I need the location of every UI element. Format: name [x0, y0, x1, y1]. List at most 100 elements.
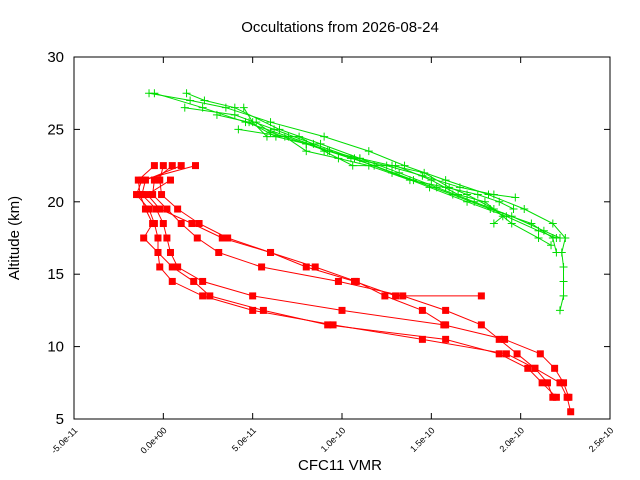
data-point: [463, 197, 472, 206]
data-point: [418, 306, 426, 314]
x-tick-label: 2.0e-10: [497, 425, 526, 454]
data-point: [302, 139, 311, 148]
data-point: [230, 103, 239, 112]
data-point: [381, 292, 389, 300]
data-point: [174, 263, 182, 271]
series-13: [234, 125, 518, 214]
data-point: [520, 205, 529, 214]
data-point: [186, 96, 195, 105]
data-point: [140, 234, 148, 242]
series-12: [239, 103, 507, 228]
data-point: [266, 128, 275, 137]
data-point: [511, 193, 520, 202]
y-axis-label: Altitude (km): [6, 196, 23, 280]
data-point: [138, 176, 146, 184]
data-point: [551, 364, 559, 372]
data-point: [141, 176, 149, 184]
data-point: [489, 190, 498, 199]
data-point: [154, 234, 162, 242]
y-tick-label: 25: [47, 121, 64, 138]
data-point: [199, 292, 207, 300]
data-point: [346, 154, 355, 163]
data-point: [364, 147, 373, 156]
data-point: [513, 350, 521, 358]
data-point: [156, 205, 164, 213]
data-point: [555, 306, 564, 315]
data-point: [311, 263, 319, 271]
data-point: [552, 393, 560, 401]
data-point: [559, 262, 568, 271]
x-axis: -5.0e-11 0.0e+00 5.0e-11 1.0e-10 1.5e-10 2.0e…: [49, 57, 615, 456]
data-point: [567, 408, 575, 416]
data-point: [534, 234, 543, 242]
data-point: [320, 147, 329, 156]
x-axis-label: CFC11 VMR: [298, 457, 382, 474]
data-point: [134, 176, 142, 184]
data-point: [473, 190, 482, 199]
data-point: [547, 241, 556, 250]
data-point: [206, 292, 214, 300]
data-point: [249, 292, 257, 300]
data-point: [348, 161, 357, 170]
data-point: [418, 335, 426, 343]
data-point: [150, 162, 158, 170]
y-tick-label: 15: [47, 266, 64, 283]
data-point: [168, 277, 176, 285]
data-point: [454, 190, 463, 199]
data-point: [230, 110, 239, 119]
data-point: [477, 321, 485, 329]
data-point: [152, 205, 160, 213]
data-point: [480, 197, 489, 206]
data-point: [560, 379, 568, 387]
data-point: [163, 234, 171, 242]
data-point: [495, 350, 503, 358]
data-point: [338, 306, 346, 314]
data-point: [355, 154, 364, 163]
data-point: [195, 220, 203, 228]
data-point: [258, 263, 266, 271]
data-point: [193, 234, 201, 242]
data-point: [150, 176, 158, 184]
data-point: [495, 335, 503, 343]
data-point: [174, 205, 182, 213]
data-point: [177, 220, 185, 228]
data-point: [552, 248, 561, 257]
data-point: [166, 248, 174, 256]
data-point: [267, 248, 275, 256]
data-point: [498, 212, 507, 221]
series-line: [243, 107, 504, 224]
data-point: [324, 321, 332, 329]
data-point: [320, 132, 329, 141]
data-point: [212, 110, 221, 119]
data-point: [559, 291, 568, 300]
data-point: [150, 89, 159, 98]
series-line: [238, 128, 514, 210]
y-tick-label: 10: [47, 339, 64, 356]
data-point: [156, 176, 164, 184]
plot-frame: [73, 56, 611, 420]
data-point: [425, 183, 434, 192]
data-point: [534, 226, 543, 235]
data-point: [249, 306, 257, 314]
data-point: [168, 263, 176, 271]
data-point: [239, 103, 248, 112]
data-point: [302, 147, 311, 156]
data-point: [559, 277, 568, 286]
data-point: [302, 263, 310, 271]
data-point: [159, 162, 167, 170]
data-point: [524, 364, 532, 372]
data-point: [552, 234, 561, 242]
y-tick-label: 5: [56, 411, 64, 428]
data-point: [163, 205, 171, 213]
data-point: [405, 176, 414, 185]
data-point: [191, 162, 199, 170]
data-point: [215, 248, 223, 256]
data-point: [190, 277, 198, 285]
data-point: [442, 306, 450, 314]
data-point: [221, 103, 230, 112]
data-point: [149, 220, 157, 228]
data-point: [455, 183, 464, 192]
data-point: [489, 219, 498, 228]
data-point: [158, 191, 166, 199]
